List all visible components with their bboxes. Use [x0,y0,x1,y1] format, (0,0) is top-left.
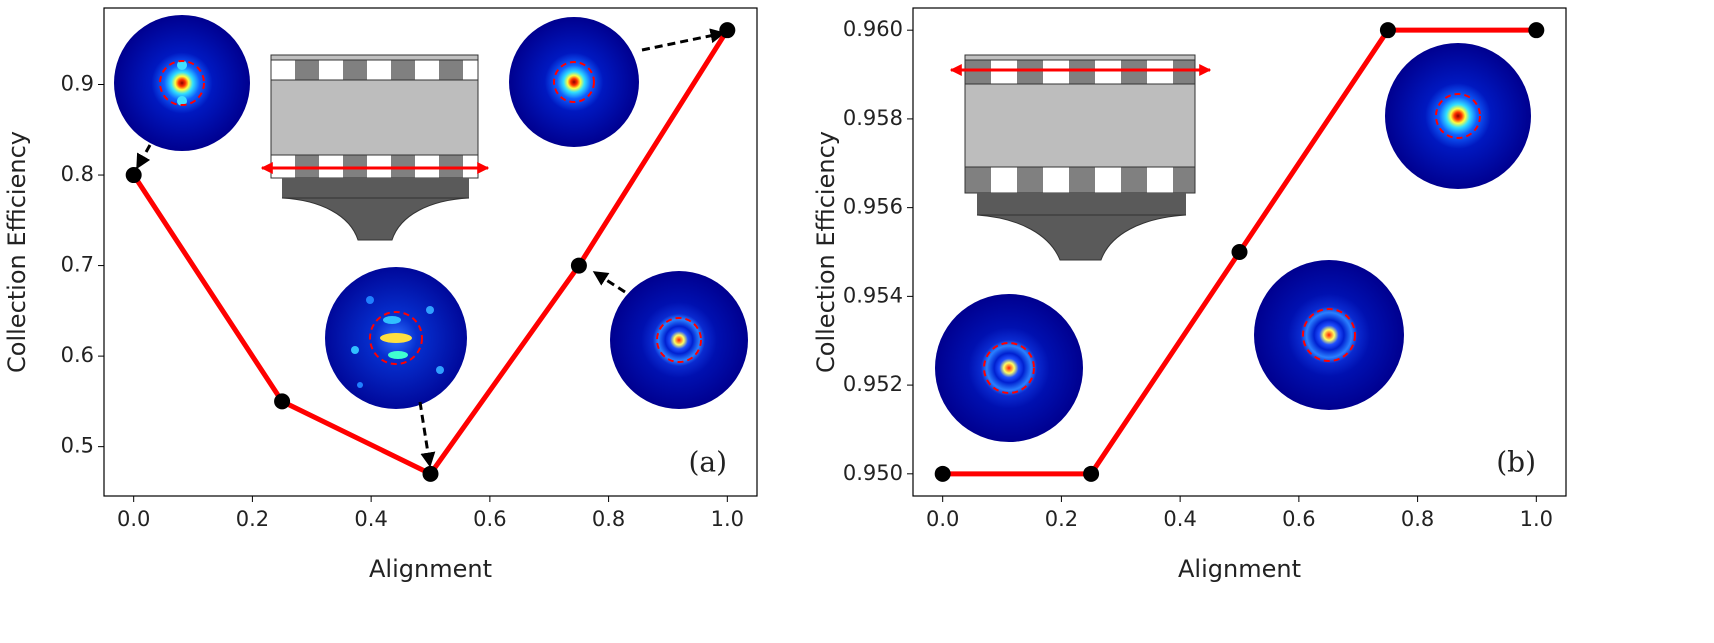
panel-label: (a) [688,446,727,479]
y-axis-label: Collection Efficiency [3,131,31,373]
y-axis-label: Collection Efficiency [812,131,840,373]
x-tick-label: 0.4 [354,507,387,531]
y-tick-label: 0.950 [843,461,903,485]
panel-label: (b) [1496,446,1536,479]
x-tick-label: 0.2 [236,507,269,531]
y-tick-label: 0.960 [843,17,903,41]
x-axis-label: Alignment [369,555,492,583]
x-tick-label: 0.8 [592,507,625,531]
y-tick-label: 0.7 [61,253,94,277]
schematic-a [260,54,490,241]
y-tick-label: 0.958 [843,106,903,130]
data-point [422,465,439,482]
y-tick-label: 0.5 [61,434,94,458]
data-point [719,22,736,39]
x-tick-label: 0.6 [473,507,506,531]
y-tick-label: 0.954 [843,283,903,307]
plot-area [912,7,1567,497]
data-point [125,167,142,184]
beam-profiles-a [114,15,748,409]
callout-arrows-a [135,28,726,468]
data-point [934,465,951,482]
y-tick-label: 0.6 [61,343,94,367]
x-tick-label: 0.0 [926,507,959,531]
data-point [1379,22,1396,39]
beam-profiles-b [935,43,1531,442]
y-tick-label: 0.956 [843,195,903,219]
x-tick-label: 0.2 [1045,507,1078,531]
x-tick-label: 0.8 [1401,507,1434,531]
y-tick-label: 0.9 [61,72,94,96]
plot-area [103,7,758,497]
x-tick-label: 0.6 [1282,507,1315,531]
data-point [1528,22,1545,39]
data-point [1231,244,1248,260]
data-point [570,257,587,274]
y-tick-label: 0.952 [843,372,903,396]
x-axis-label: Alignment [1178,555,1301,583]
schematic-b [949,54,1212,261]
data-point [274,393,291,410]
x-tick-label: 0.4 [1163,507,1196,531]
x-tick-label: 1.0 [1520,507,1553,531]
x-tick-label: 0.0 [117,507,150,531]
x-tick-label: 1.0 [711,507,744,531]
y-tick-label: 0.8 [61,162,94,186]
data-point [1083,465,1100,482]
